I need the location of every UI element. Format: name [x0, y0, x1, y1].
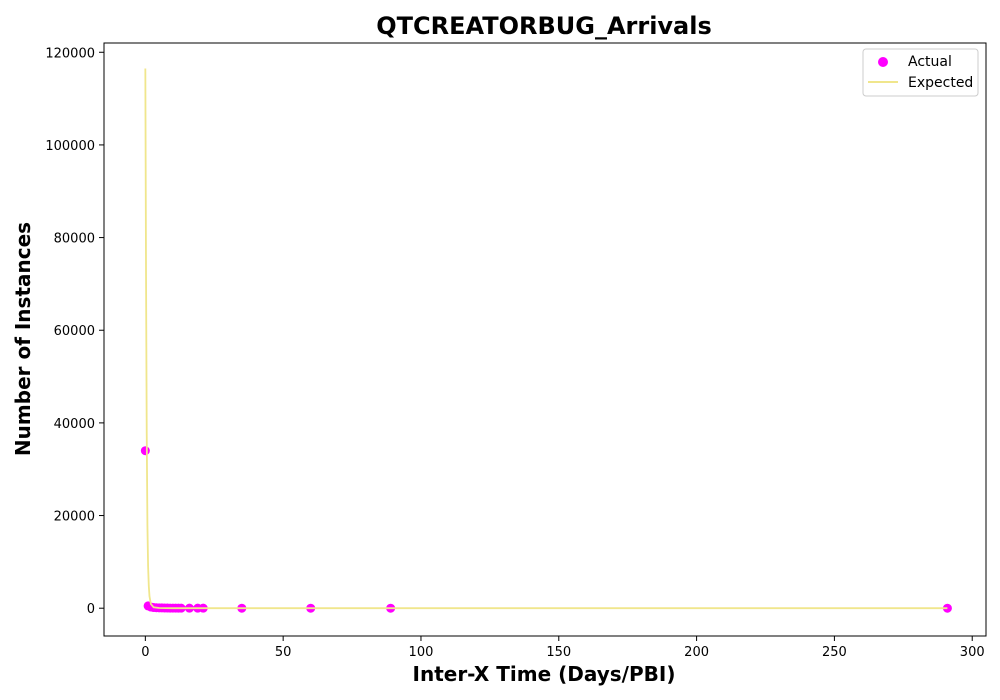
expected-line	[144, 68, 948, 610]
y-tick-label: 80000	[54, 232, 95, 247]
legend: Actual Expected	[862, 48, 979, 97]
actual-point	[140, 446, 150, 456]
x-tick-label: 250	[822, 645, 847, 660]
x-tick-label: 0	[141, 645, 149, 660]
y-axis-label: Number of Instances	[11, 222, 35, 456]
x-axis: 0 50 100 150 200 250 300	[141, 636, 985, 660]
y-tick-label: 20000	[54, 510, 95, 525]
plot-area: 0 50 100 150 200 250 300 0 20000 40000 60000 80000…	[45, 42, 987, 660]
actual-point	[942, 603, 952, 613]
legend-label-actual: Actual	[908, 54, 952, 70]
legend-box	[862, 48, 979, 97]
plot-frame	[103, 42, 987, 637]
series-layer	[140, 68, 952, 613]
y-tick-label: 0	[87, 602, 95, 617]
x-tick-label: 200	[684, 645, 709, 660]
x-tick-label: 100	[409, 645, 434, 660]
x-tick-label: 300	[960, 645, 985, 660]
y-tick-label: 60000	[54, 324, 95, 339]
legend-marker-actual	[878, 57, 888, 67]
y-axis: 0 20000 40000 60000 80000 100000 120000	[45, 46, 104, 617]
legend-label-expected: Expected	[908, 75, 973, 91]
y-tick-label: 120000	[45, 46, 95, 61]
x-tick-label: 50	[275, 645, 292, 660]
chart-title: QTCREATORBUG_Arrivals	[376, 12, 712, 40]
x-axis-label: Inter-X Time (Days/PBI)	[413, 662, 676, 686]
y-tick-label: 40000	[54, 417, 95, 432]
y-tick-label: 100000	[45, 139, 95, 154]
x-tick-label: 150	[546, 645, 571, 660]
